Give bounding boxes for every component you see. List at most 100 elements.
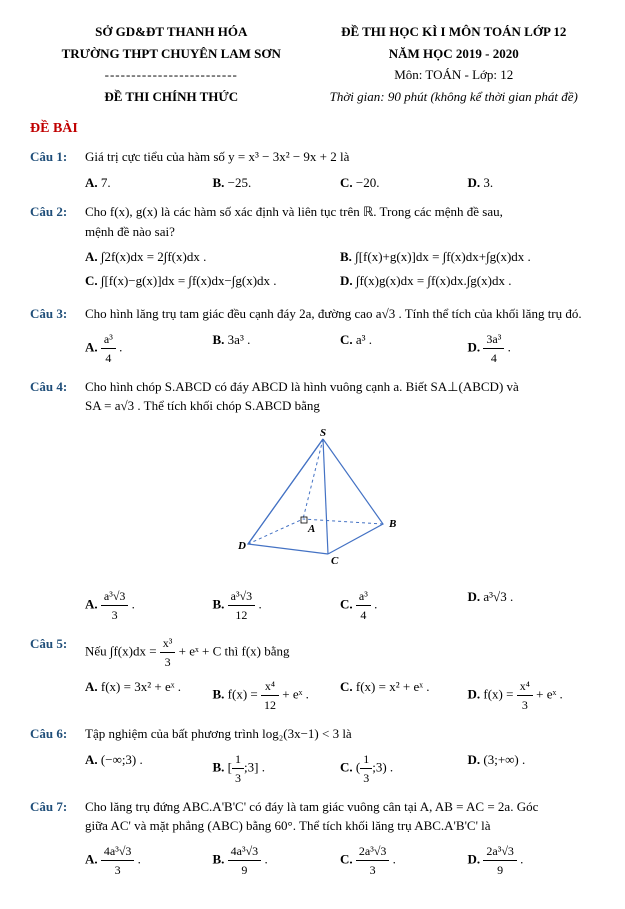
label-b: B. — [213, 175, 225, 190]
q2-d: ∫f(x)g(x)dx = ∫f(x)dx.∫g(x)dx . — [356, 273, 512, 288]
q4-b-d: 12 — [228, 606, 256, 624]
q-label: Câu 3: — [30, 304, 85, 324]
q2: Câu 2: Cho f(x), g(x) là các hàm số xác … — [30, 202, 595, 241]
q-label: Câu 5: — [30, 634, 85, 671]
q2-b: ∫[f(x)+g(x)]dx = ∫f(x)dx+∫g(x)dx . — [355, 249, 531, 264]
q4-choices: A. a³√33 . B. a³√312 . C. a³4 . D. a³√3 … — [85, 587, 595, 624]
q-label: Câu 6: — [30, 724, 85, 744]
q4-d: a³√3 . — [483, 589, 513, 604]
label-b: B. — [340, 249, 352, 264]
label-a: A. — [85, 679, 98, 694]
q-label: Câu 2: — [30, 202, 85, 241]
time: Thời gian: 90 phút (không kể thời gian p… — [313, 87, 596, 107]
year: NĂM HỌC 2019 - 2020 — [313, 44, 596, 64]
label-d: D. — [468, 752, 481, 767]
label-b: B. — [213, 759, 225, 774]
header-left: SỞ GD&ĐT THANH HÓA TRƯỜNG THPT CHUYÊN LA… — [30, 20, 313, 108]
q2-a: ∫2f(x)dx = 2∫f(x)dx . — [101, 249, 206, 264]
label-d: D. — [468, 339, 481, 354]
label-a: A. — [85, 175, 98, 190]
svg-text:S: S — [319, 427, 325, 439]
label-c: C. — [85, 273, 98, 288]
label-b: B. — [213, 851, 225, 866]
q-label: Câu 1: — [30, 147, 85, 167]
label-c: C. — [340, 679, 353, 694]
svg-text:B: B — [388, 518, 396, 530]
q4-c-d: 4 — [356, 606, 371, 624]
label-d: D. — [468, 589, 481, 604]
label-b: B. — [213, 596, 225, 611]
label-c: C. — [340, 596, 353, 611]
label-a: A. — [85, 249, 98, 264]
q7-line1: Cho lăng trụ đứng ABC.A'B'C' có đáy là t… — [85, 797, 595, 817]
label-d: D. — [468, 686, 481, 701]
q6-choices: A. (−∞;3) . B. [13;3] . C. (13;3) . D. (… — [85, 750, 595, 787]
q4-b-n: a³√3 — [228, 587, 256, 606]
q6-a: (−∞;3) . — [101, 752, 143, 767]
q4-line1: Cho hình chóp S.ABCD có đáy ABCD là hình… — [85, 377, 595, 397]
svg-text:D: D — [237, 540, 246, 552]
header-right: ĐỀ THI HỌC KÌ I MÔN TOÁN LỚP 12 NĂM HỌC … — [313, 20, 596, 108]
q7-choices: A. 4a³√33 . B. 4a³√39 . C. 2a³√33 . D. 2… — [85, 842, 595, 879]
q5-choices: A. f(x) = 3x² + eˣ . B. f(x) = x⁴12 + eˣ… — [85, 677, 595, 714]
q3-choices: A. a³4 . B. 3a³ . C. a³ . D. 3a³4 . — [85, 330, 595, 367]
q4: Câu 4: Cho hình chóp S.ABCD có đáy ABCD … — [30, 377, 595, 416]
dept: SỞ GD&ĐT THANH HÓA — [30, 22, 313, 42]
q2-line1: Cho f(x), g(x) là các hàm số xác định và… — [85, 202, 595, 222]
q5-n: x³ — [160, 634, 176, 653]
label-a: A. — [85, 851, 98, 866]
q3-c: a³ . — [356, 332, 372, 347]
q7-line2: giữa AC' và mặt phẳng (ABC) bằng 60°. Th… — [85, 816, 595, 836]
label-a: A. — [85, 596, 98, 611]
label-c: C. — [340, 851, 353, 866]
official: ĐỀ THI CHÍNH THỨC — [30, 87, 313, 107]
q3-a-d: 4 — [101, 349, 116, 367]
q4-c-n: a³ — [356, 587, 371, 606]
q-label: Câu 7: — [30, 797, 85, 836]
q3-d-n: 3a³ — [483, 330, 504, 349]
svg-text:A: A — [307, 523, 315, 535]
label-b: B. — [213, 686, 225, 701]
q3-b: 3a³ . — [228, 332, 251, 347]
q5: Câu 5: Nếu ∫f(x)dx = x³3 + eˣ + C thì f(… — [30, 634, 595, 671]
q5-d-pre: f(x) = — [483, 686, 516, 701]
q3-text: Cho hình lăng trụ tam giác đều cạnh đáy … — [85, 304, 595, 324]
q6: Câu 6: Tập nghiệm của bất phương trình l… — [30, 724, 595, 744]
q1: Câu 1: Giá trị cực tiểu của hàm số y = x… — [30, 147, 595, 167]
label-c: C. — [340, 175, 353, 190]
q5-a: f(x) = 3x² + eˣ . — [101, 679, 181, 694]
q5-pre: Nếu ∫f(x)dx = — [85, 643, 160, 658]
q4-a-n: a³√3 — [101, 587, 129, 606]
label-d: D. — [468, 851, 481, 866]
q5-d: 3 — [160, 653, 176, 671]
q1-c: −20. — [356, 175, 380, 190]
label-c: C. — [340, 759, 353, 774]
q4-line2: SA = a√3 . Thể tích khối chóp S.ABCD bằn… — [85, 396, 595, 416]
q3: Câu 3: Cho hình lăng trụ tam giác đều cạ… — [30, 304, 595, 324]
q2-choices: A. ∫2f(x)dx = 2∫f(x)dx . B. ∫[f(x)+g(x)]… — [85, 247, 595, 294]
q7: Câu 7: Cho lăng trụ đứng ABC.A'B'C' có đ… — [30, 797, 595, 836]
label-c: C. — [340, 332, 353, 347]
q4-a-d: 3 — [101, 606, 129, 624]
school: TRƯỜNG THPT CHUYÊN LAM SƠN — [30, 44, 313, 64]
q3-a-n: a³ — [101, 330, 116, 349]
q6-d: (3;+∞) . — [483, 752, 525, 767]
q5-post: + eˣ + C thì f(x) bằng — [179, 643, 290, 658]
section-title: ĐỀ BÀI — [30, 118, 595, 139]
label-d: D. — [340, 273, 353, 288]
label-b: B. — [213, 332, 225, 347]
q5-c: f(x) = x² + eˣ . — [356, 679, 430, 694]
q-text: Giá trị cực tiểu của hàm số y = x³ − 3x²… — [85, 147, 595, 167]
label-a: A. — [85, 752, 98, 767]
q3-d-d: 4 — [483, 349, 504, 367]
svg-text:C: C — [331, 555, 339, 567]
pyramid-svg: S A B C D — [213, 424, 413, 574]
q2-line2: mệnh đề nào sai? — [85, 222, 595, 242]
q1-b: −25. — [228, 175, 252, 190]
q1-d: 3. — [483, 175, 493, 190]
q1-a: 7. — [101, 175, 111, 190]
q4-figure: S A B C D — [30, 424, 595, 580]
q5-b-pre: f(x) = — [228, 686, 261, 701]
dash: ------------------------- — [30, 65, 313, 85]
q2-c: ∫[f(x)−g(x)]dx = ∫f(x)dx−∫g(x)dx . — [101, 273, 277, 288]
